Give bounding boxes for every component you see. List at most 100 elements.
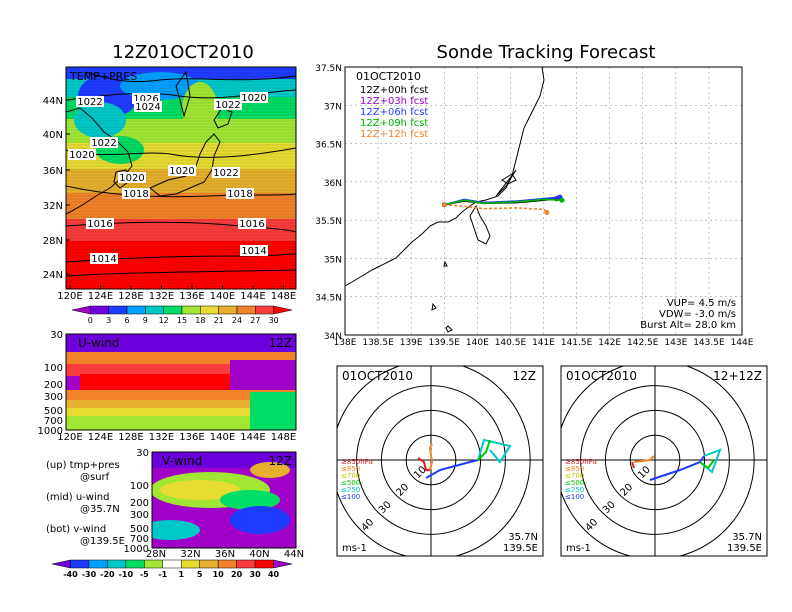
hodo-level-label: ≤250	[341, 486, 360, 494]
hodo-trace	[425, 459, 479, 479]
pressure-tick-label: 1000	[124, 544, 149, 555]
colorbar-tick-label: -1	[158, 570, 167, 579]
lon-tick-label: 142.5E	[627, 338, 659, 348]
colorbar-segment	[125, 559, 145, 569]
side-notes: (up) tmp+pres @surf (mid) u-wind @35.7N …	[46, 460, 125, 547]
lat-tick-label: 24N	[43, 270, 63, 281]
legend-entry: 12Z+06h fcst	[360, 107, 428, 118]
pressure-tick-label: 700	[44, 416, 63, 427]
colorbar-tick-label: 12	[159, 316, 169, 325]
pressure-tick-label: 500	[130, 524, 149, 535]
v-panel-time: 12Z	[269, 454, 293, 468]
lat-tick-label: 28N	[43, 236, 63, 247]
isobar-label: 1018	[227, 189, 252, 200]
colorbar-segment	[108, 305, 128, 315]
lon-tick-label: 143.5E	[693, 338, 725, 348]
colorbar-segment	[107, 559, 127, 569]
colorbar-segment	[199, 559, 219, 569]
pressure-tick-label: 200	[130, 498, 149, 509]
isobar-label-bg	[240, 245, 268, 256]
v-panel-label: V-wind	[162, 454, 202, 468]
colorbar-segment	[163, 305, 183, 315]
hodo-left-time: 12Z	[513, 369, 537, 383]
isobar-label: 1014	[91, 254, 116, 265]
lat-tick-label: 28N	[146, 549, 166, 560]
pressure-tick-label: 30	[50, 330, 63, 341]
lat-tick-label: 32N	[43, 201, 63, 212]
hodo-level-label: ≤100	[341, 493, 360, 501]
vup-text: VUP= 4.5 m/s	[667, 298, 736, 309]
pressure-tick-label: 100	[44, 363, 63, 374]
pressure-tick-label: 700	[130, 534, 149, 545]
colorbar-segment	[71, 305, 91, 315]
colorbar-segment	[126, 305, 146, 315]
hodo-right-time: 12+12Z	[713, 369, 762, 383]
isobar-label: 1022	[213, 168, 238, 179]
legend-entry: 12Z+09h fcst	[360, 118, 428, 129]
track-line	[444, 198, 563, 206]
pressure-tick-label: 300	[130, 510, 149, 521]
lat-tick-label: 44N	[43, 96, 63, 107]
lat-tick-label: 36N	[324, 179, 342, 189]
colorbar-tick-label: 0	[88, 316, 93, 325]
isobar-label-bg	[86, 218, 114, 229]
colorbar-segment	[162, 559, 182, 569]
colorbar-tick-label: -10	[119, 570, 134, 579]
hodo-right-units: ms-1	[566, 543, 591, 554]
lat-tick-label: 37.5N	[315, 64, 342, 74]
isobar-label-bg	[76, 96, 104, 107]
lat-tick-label: 35.5N	[315, 217, 342, 227]
hodo-level-label: ≤700	[341, 472, 360, 480]
lon-tick-label: 136E	[179, 291, 204, 302]
lon-tick-label: 139E	[400, 338, 423, 348]
isobar-label-bg	[212, 167, 240, 178]
colorbar-tick-label: -5	[140, 570, 149, 579]
lat-tick-label: 34.5N	[315, 294, 342, 304]
colorbar-segment	[70, 559, 90, 569]
colorbar-tick-label: -30	[82, 570, 97, 579]
hodo-level-label: ≤500	[341, 479, 360, 487]
lat-tick-label: 36.5N	[315, 141, 342, 151]
isobar-label-bg	[214, 99, 242, 110]
isobar-label: 1022	[91, 138, 116, 149]
hodo-right-date: 01OCT2010	[566, 369, 637, 383]
lon-tick-label: 144E	[240, 291, 265, 302]
colorbar-segment	[217, 559, 237, 569]
lon-tick-label: 139.5E	[429, 338, 461, 348]
lon-tick-label: 140E	[466, 338, 489, 348]
pressure-tick-label: 200	[44, 380, 63, 391]
lon-tick-label: 148E	[271, 432, 296, 443]
colorbar-tick-label: 9	[143, 316, 148, 325]
colorbar-tick-label: 3	[106, 316, 111, 325]
lat-tick-label: 37N	[324, 102, 342, 112]
colorbar-tick-label: -40	[63, 570, 78, 579]
colorbar-tick-label: 15	[177, 316, 187, 325]
colorbar-tick-label: 1	[178, 570, 184, 579]
isobar-label: 1024	[135, 102, 160, 113]
hodo-right-lat: 35.7N	[732, 532, 762, 543]
right-title: Sonde Tracking Forecast	[437, 42, 656, 63]
lon-tick-label: 138.5E	[362, 338, 394, 348]
lat-tick-label: 32N	[180, 549, 200, 560]
colorbar-segment	[236, 559, 256, 569]
hodo-left-lat: 35.7N	[508, 532, 538, 543]
pressure-tick-label: 100	[130, 481, 149, 492]
isobar-label: 1020	[69, 150, 94, 161]
colorbar-tick-label: 10	[213, 570, 225, 579]
lon-tick-label: 120E	[57, 291, 82, 302]
isobar-label-bg	[90, 253, 118, 264]
lon-tick-label: 143E	[664, 338, 687, 348]
hodo-trace	[631, 461, 635, 469]
colorbar-segment	[180, 559, 200, 569]
u-panel-time: 12Z	[269, 336, 293, 350]
hodo-right-lon: 139.5E	[727, 543, 762, 554]
hodo-level-label: ≥850hPa	[341, 458, 373, 466]
pressure-tick-label: 300	[44, 392, 63, 403]
hodo-left-lon: 139.5E	[503, 543, 538, 554]
lon-tick-label: 140E	[210, 432, 235, 443]
isobar-label-bg	[168, 165, 196, 176]
track-line	[444, 204, 548, 214]
